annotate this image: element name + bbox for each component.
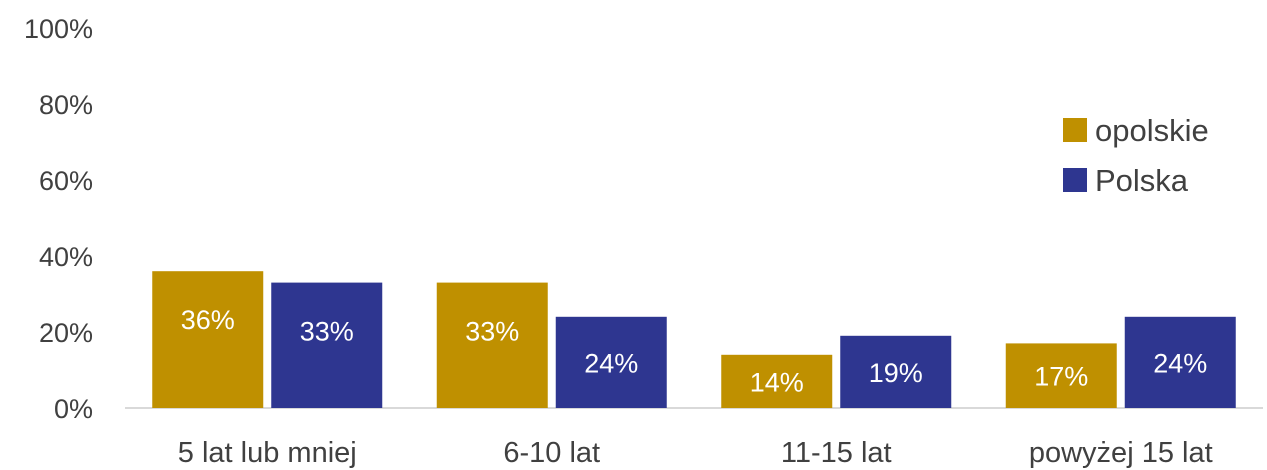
- bar-opolskie-4: [1005, 343, 1117, 408]
- data-label-polska-2: 24%: [584, 348, 638, 378]
- y-tick-100: 100%: [24, 14, 93, 44]
- y-tick-0: 0%: [54, 394, 93, 424]
- y-tick-40: 40%: [39, 242, 93, 272]
- bar-opolskie-1: [152, 271, 264, 408]
- x-tick-label-4: powyżej 15 lat: [1029, 437, 1213, 469]
- y-tick-20: 20%: [39, 318, 93, 348]
- bars-group: 36% 33% 33% 24% 14% 19% 17% 24%: [152, 271, 1236, 408]
- y-axis: 0% 20% 40% 60% 80% 100%: [24, 14, 93, 424]
- data-label-opolskie-1: 36%: [181, 305, 235, 335]
- x-axis-labels: 5 lat lub mniej 6-10 lat 11-15 lat powyż…: [178, 437, 1213, 469]
- data-label-polska-3: 19%: [869, 358, 923, 388]
- data-label-opolskie-2: 33%: [465, 317, 519, 347]
- bar-polska-2: [555, 316, 667, 408]
- x-tick-label-2: 6-10 lat: [503, 437, 600, 469]
- data-label-opolskie-3: 14%: [750, 367, 804, 397]
- bar-opolskie-2: [436, 282, 548, 408]
- bar-polska-1: [271, 282, 383, 408]
- data-label-polska-4: 24%: [1153, 348, 1207, 378]
- legend-swatch-polska: [1063, 168, 1087, 192]
- legend-swatch-opolskie: [1063, 118, 1087, 142]
- data-label-polska-1: 33%: [300, 317, 354, 347]
- x-tick-label-3: 11-15 lat: [781, 437, 892, 469]
- legend: opolskie Polska: [1063, 113, 1209, 198]
- y-tick-80: 80%: [39, 90, 93, 120]
- bar-polska-3: [840, 335, 952, 408]
- legend-label-polska: Polska: [1095, 163, 1189, 198]
- x-tick-label-1: 5 lat lub mniej: [178, 437, 357, 469]
- bar-polska-4: [1124, 316, 1236, 408]
- y-tick-60: 60%: [39, 166, 93, 196]
- legend-label-opolskie: opolskie: [1095, 113, 1209, 148]
- bar-opolskie-3: [721, 354, 833, 408]
- data-label-opolskie-4: 17%: [1034, 362, 1088, 392]
